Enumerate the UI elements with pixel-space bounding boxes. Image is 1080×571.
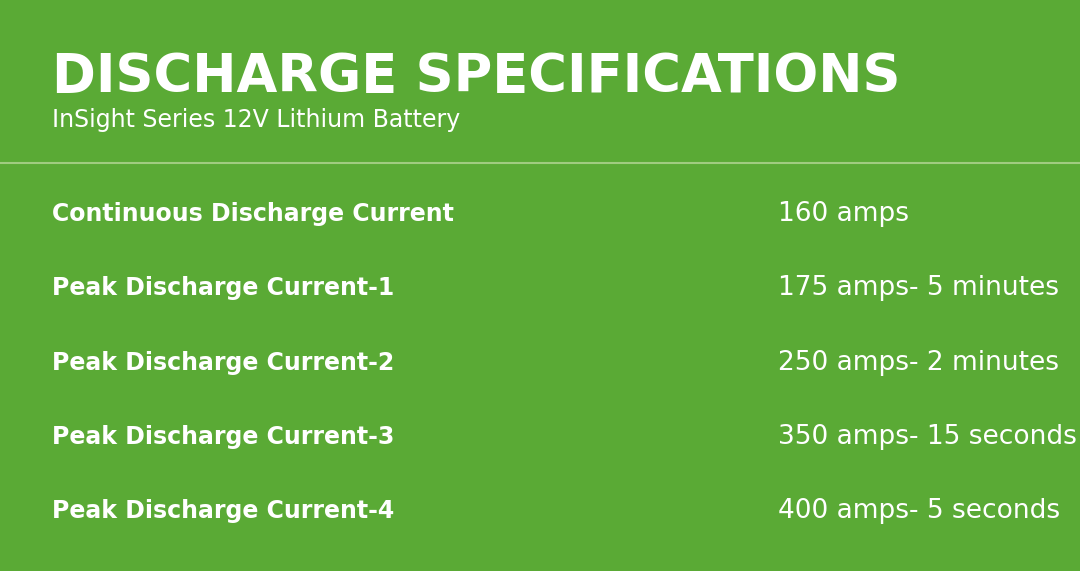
Text: 250 amps- 2 minutes: 250 amps- 2 minutes [778, 349, 1058, 376]
Text: InSight Series 12V Lithium Battery: InSight Series 12V Lithium Battery [52, 108, 460, 132]
Text: 400 amps- 5 seconds: 400 amps- 5 seconds [778, 498, 1059, 524]
Text: 160 amps: 160 amps [778, 201, 908, 227]
Text: Continuous Discharge Current: Continuous Discharge Current [52, 202, 454, 226]
Text: 175 amps- 5 minutes: 175 amps- 5 minutes [778, 275, 1058, 301]
Text: 350 amps- 15 seconds: 350 amps- 15 seconds [778, 424, 1077, 450]
Text: Peak Discharge Current-2: Peak Discharge Current-2 [52, 351, 394, 375]
Text: Peak Discharge Current-1: Peak Discharge Current-1 [52, 276, 394, 300]
Text: DISCHARGE SPECIFICATIONS: DISCHARGE SPECIFICATIONS [52, 51, 901, 103]
Text: Peak Discharge Current-4: Peak Discharge Current-4 [52, 499, 394, 523]
FancyBboxPatch shape [0, 0, 1080, 163]
Text: Peak Discharge Current-3: Peak Discharge Current-3 [52, 425, 394, 449]
